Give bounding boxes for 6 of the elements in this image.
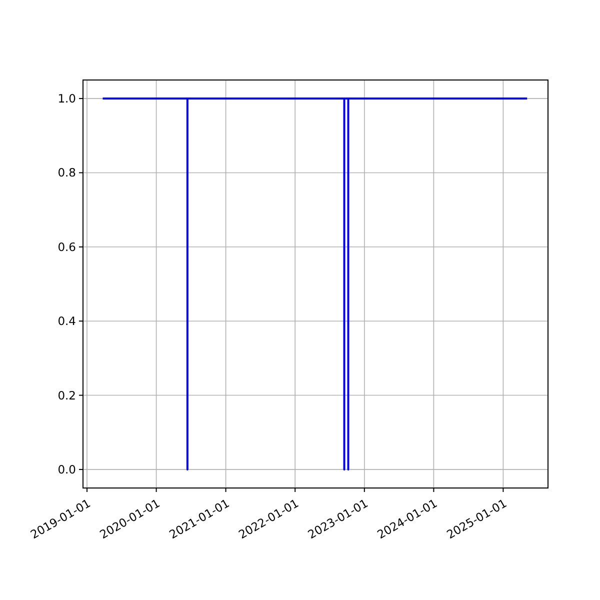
y-tick-label: 0.4 [58,314,76,328]
y-tick-label: 0.6 [58,240,76,254]
y-tick-label: 1.0 [58,92,76,106]
y-tick-label: 0.2 [58,388,76,402]
y-tick-label: 0.8 [58,166,76,180]
y-tick-label: 0.0 [58,462,76,476]
